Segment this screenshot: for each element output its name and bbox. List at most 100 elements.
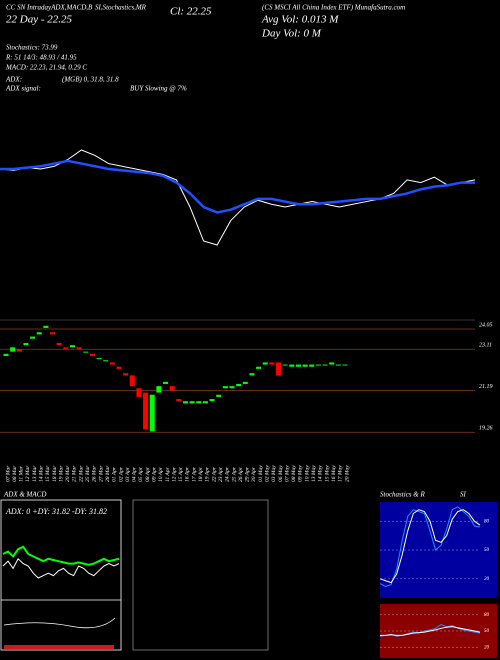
x-tick-label: 02 May bbox=[265, 465, 271, 482]
panel-title: Stochastics & R bbox=[380, 491, 425, 499]
adx-text: ADX: bbox=[5, 76, 22, 84]
adx-signal-label: ADX signal: bbox=[5, 85, 41, 93]
panel-annotation: ADX: 0 +DY: 31.82 -DY: 31.82 bbox=[5, 507, 107, 516]
candle-body bbox=[43, 325, 49, 328]
candle-body bbox=[56, 343, 62, 346]
day-vol: Day Vol: 0 M bbox=[261, 28, 322, 40]
x-tick-label: 22 Apr bbox=[211, 466, 217, 482]
ticker-name: (CS MSCI All China Index ETF) MunafaSutr… bbox=[262, 4, 405, 12]
x-tick-label: 11 Mar bbox=[19, 465, 25, 482]
x-tick-label: 08 Mar bbox=[12, 465, 18, 482]
x-tick-label: 29 Apr bbox=[245, 466, 251, 482]
adx-panel bbox=[0, 499, 122, 651]
x-tick-label: 07 May bbox=[284, 465, 290, 482]
macd-histogram bbox=[4, 645, 114, 649]
candle-body bbox=[222, 386, 228, 389]
candle-body bbox=[342, 364, 348, 366]
menu: CC SN IntradayADX,MACD,B bbox=[6, 4, 93, 12]
x-tick-label: 18 Apr bbox=[198, 466, 204, 482]
candle-body bbox=[282, 364, 288, 366]
candle-body bbox=[209, 399, 215, 402]
candle-body bbox=[123, 373, 129, 376]
x-tick-label: 18 Mar bbox=[52, 465, 58, 482]
candle-body bbox=[256, 366, 262, 369]
series-line bbox=[0, 159, 475, 214]
x-tick-label: 02 Apr bbox=[118, 466, 124, 482]
x-tick-label: 12 Mar bbox=[25, 465, 31, 482]
series-line bbox=[2, 545, 120, 566]
x-tick-label: 09 Apr bbox=[152, 466, 158, 482]
x-tick-label: 20 May bbox=[344, 465, 350, 482]
candle-body bbox=[302, 364, 308, 367]
candle-body bbox=[249, 373, 255, 376]
x-tick-label: 06 May bbox=[278, 465, 284, 482]
series-line bbox=[380, 626, 481, 636]
candle-body bbox=[335, 364, 341, 366]
x-tick-label: 22 Mar bbox=[78, 465, 84, 482]
x-tick-label: 25 Apr bbox=[231, 466, 237, 482]
candle-body bbox=[30, 336, 36, 339]
candle-body bbox=[315, 364, 321, 366]
x-tick-label: 08 Apr bbox=[145, 466, 151, 482]
x-tick-label: 11 Apr bbox=[165, 467, 171, 482]
candle-body bbox=[189, 401, 195, 404]
intraday-panel bbox=[132, 499, 269, 651]
menu: SI,Stochastics,MR bbox=[95, 4, 147, 12]
series-line bbox=[0, 149, 476, 246]
x-tick-label: 26 Apr bbox=[238, 466, 244, 482]
x-tick-label: 09 May bbox=[298, 465, 304, 482]
candle-body bbox=[3, 353, 9, 356]
si-text: R: 51 14/3: 48.93 / 41.95 bbox=[5, 54, 77, 62]
x-tick-label: 08 May bbox=[291, 465, 297, 482]
candle-body bbox=[236, 383, 242, 387]
candle-body bbox=[23, 343, 29, 346]
candle-body bbox=[83, 351, 89, 353]
avg-vol: Avg Vol: 0.013 M bbox=[261, 14, 339, 26]
y-tick-label: 19.26 bbox=[479, 426, 493, 432]
candle-body bbox=[116, 366, 122, 369]
candle-body bbox=[63, 347, 69, 350]
y-tick-label: 50 bbox=[484, 629, 490, 634]
candle-body bbox=[129, 375, 135, 387]
candle-body bbox=[262, 362, 268, 365]
candle-body bbox=[10, 347, 16, 352]
x-tick-label: 03 May bbox=[271, 465, 277, 482]
x-tick-label: 04 Apr bbox=[131, 466, 138, 482]
x-tick-label: 16 Apr bbox=[185, 466, 191, 482]
candle-body bbox=[109, 362, 115, 365]
candle-body bbox=[322, 364, 328, 366]
candle-body bbox=[202, 401, 208, 404]
x-tick-label: 14 Mar bbox=[38, 465, 45, 482]
series-line bbox=[379, 506, 481, 588]
x-tick-label: 10 Apr bbox=[158, 466, 164, 482]
macd-text: MACD: 22.23, 21.94, 0.29 C bbox=[5, 64, 87, 72]
candle-body bbox=[103, 360, 109, 362]
x-tick-label: 15 Apr bbox=[178, 466, 184, 482]
candle-body bbox=[36, 332, 42, 335]
x-tick-label: 20 Mar bbox=[65, 465, 71, 482]
adx-values: (MGB) 0, 31.8, 31.8 bbox=[62, 76, 119, 84]
y-tick-label: 50 bbox=[484, 548, 490, 553]
candle-body bbox=[276, 362, 282, 376]
x-tick-label: 05 Apr bbox=[138, 466, 144, 482]
x-tick-label: 14 May bbox=[317, 465, 324, 482]
x-tick-label: 15 Mar bbox=[45, 465, 51, 482]
candle-body bbox=[76, 347, 82, 350]
y-tick-label: 23.11 bbox=[479, 343, 492, 349]
candle-body bbox=[329, 362, 335, 365]
x-tick-label: 23 Apr bbox=[218, 466, 224, 482]
adx-signal: BUY Slowing @ 7% bbox=[130, 85, 187, 93]
candle-body bbox=[289, 364, 295, 367]
panel-title: SI bbox=[460, 491, 467, 499]
candle-body bbox=[89, 353, 95, 356]
x-tick-label: 10 May bbox=[304, 465, 310, 482]
y-tick-label: 80 bbox=[484, 519, 490, 524]
candle-body bbox=[176, 399, 182, 402]
candle-body bbox=[163, 381, 169, 384]
x-tick-label: 01 May bbox=[258, 465, 264, 482]
candle-body bbox=[50, 332, 56, 335]
x-tick-label: 26 Mar bbox=[92, 465, 98, 482]
y-tick-label: 24.05 bbox=[479, 321, 493, 328]
candle-body bbox=[69, 345, 75, 348]
